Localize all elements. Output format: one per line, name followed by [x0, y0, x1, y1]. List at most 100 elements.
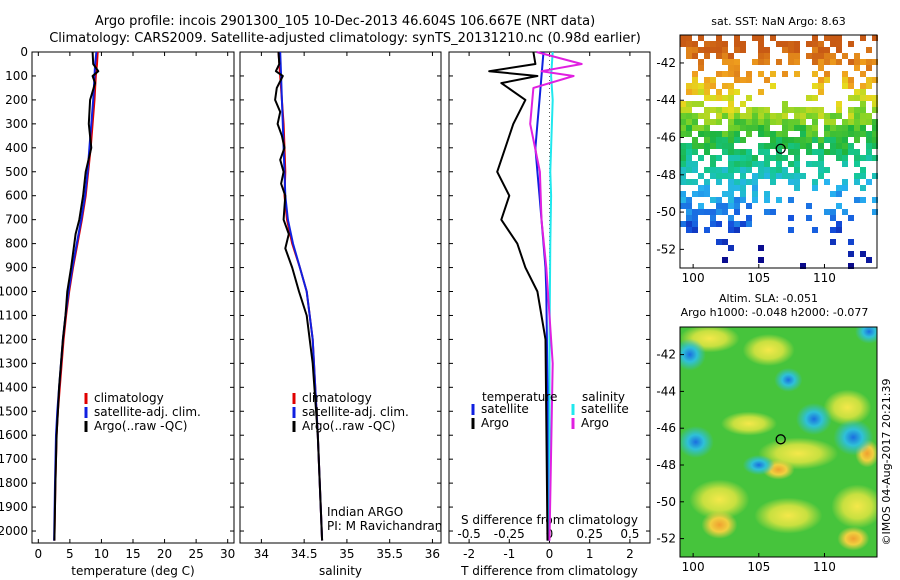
sst-cell — [740, 173, 746, 179]
difference-xtick-label: -2 — [463, 547, 475, 561]
sst-cell — [824, 113, 830, 119]
sst-cell — [830, 215, 836, 221]
sst-cell — [728, 113, 734, 119]
legend-entry: Argo — [581, 416, 609, 430]
sst-cell — [818, 113, 824, 119]
sst-cell — [704, 41, 710, 47]
sst-cell — [680, 161, 686, 167]
sst-cell — [758, 71, 764, 77]
sst-cell — [794, 113, 800, 119]
sst-cell — [830, 119, 836, 125]
sst-cell — [836, 149, 842, 155]
sst-cell — [698, 35, 704, 41]
salinity-xtick-label: 34 — [254, 547, 269, 561]
sst-cell — [704, 47, 710, 53]
depth-tick-label: 1700 — [0, 452, 28, 466]
sst-cell — [788, 41, 794, 47]
sst-cell — [758, 53, 764, 59]
sst-cell — [806, 41, 812, 47]
sst-cell — [698, 59, 704, 65]
sst-cell — [764, 77, 770, 83]
sst-cell — [794, 119, 800, 125]
sst-cell — [806, 125, 812, 131]
sst-cell — [866, 119, 872, 125]
depth-tick-label: 1800 — [0, 476, 28, 490]
sst-cell — [758, 41, 764, 47]
sst-cell — [788, 215, 794, 221]
sst-cell — [728, 203, 734, 209]
argo-location-marker — [775, 143, 786, 154]
sst-cell — [794, 137, 800, 143]
sla-xtick-label: 110 — [813, 560, 836, 574]
sst-cell — [704, 89, 710, 95]
sst-cell — [680, 149, 686, 155]
sst-cell — [686, 101, 692, 107]
sst-cell — [848, 263, 854, 269]
salinity-xtick-label: 34.5 — [291, 547, 318, 561]
sst-cell — [818, 107, 824, 113]
sst-cell — [860, 101, 866, 107]
temperature-xtick-label: 30 — [220, 547, 235, 561]
sst-cell — [848, 149, 854, 155]
sst-cell — [764, 107, 770, 113]
sst-cell — [794, 59, 800, 65]
sst-cell — [872, 197, 878, 203]
sst-cell — [848, 125, 854, 131]
sst-cell — [734, 185, 740, 191]
sst-cell — [824, 149, 830, 155]
sst-cell — [782, 155, 788, 161]
salinity-profile-chart: 34 34.5 35 35.5 36 salinity climatologysatelli… — [239, 51, 442, 578]
sla-ytick-label: -44 — [656, 384, 676, 398]
sst-cell — [746, 119, 752, 125]
sla-anomaly-blob — [742, 334, 795, 366]
sst-cell — [788, 125, 794, 131]
sst-cell — [740, 137, 746, 143]
sst-cell — [770, 173, 776, 179]
sst-cell — [830, 137, 836, 143]
sla-anomaly-blob — [823, 389, 872, 426]
sst-cell — [818, 41, 824, 47]
sst-cell — [722, 59, 728, 65]
sst-cell — [680, 179, 686, 185]
sst-cell — [686, 107, 692, 113]
sst-cell — [848, 113, 854, 119]
sst-cell — [830, 149, 836, 155]
sst-cell — [782, 131, 788, 137]
sst-cell — [794, 47, 800, 53]
legend-entry: satellite-adj. clim. — [302, 405, 409, 419]
sst-cell — [704, 131, 710, 137]
depth-tick-label: 1600 — [0, 428, 28, 442]
sst-cell — [686, 167, 692, 173]
sst-cell — [866, 149, 872, 155]
sst-cell — [818, 155, 824, 161]
sst-cell — [860, 251, 866, 257]
legend-entry: Argo(..raw -QC) — [302, 419, 395, 433]
sst-cell — [812, 71, 818, 77]
salinity-xtick-label: 36 — [425, 547, 440, 561]
sst-cell — [734, 89, 740, 95]
sst-cell — [710, 161, 716, 167]
sst-cell — [866, 65, 872, 71]
sst-cell — [782, 119, 788, 125]
sst-map-frame — [679, 34, 878, 269]
sst-cell — [752, 155, 758, 161]
temperature-series-argo-raw-qc — [53, 51, 100, 541]
sst-cell — [704, 113, 710, 119]
temperature-xtick-label: 0 — [34, 547, 42, 561]
sst-cell — [824, 209, 830, 215]
sst-cell — [806, 143, 812, 149]
sst-cell — [782, 137, 788, 143]
sst-cell — [860, 89, 866, 95]
sst-cell — [860, 83, 866, 89]
sst-cell — [692, 71, 698, 77]
sst-cell — [764, 143, 770, 149]
sla-field — [680, 327, 877, 551]
sst-cell — [740, 125, 746, 131]
sst-cell — [740, 191, 746, 197]
depth-tick-label: 1100 — [0, 308, 28, 322]
difference-xtick-label: 2 — [626, 547, 634, 561]
sst-cell — [812, 149, 818, 155]
depth-tick-label: 900 — [5, 261, 28, 275]
sst-cell — [764, 191, 770, 197]
sla-anomaly-blob — [742, 455, 775, 475]
